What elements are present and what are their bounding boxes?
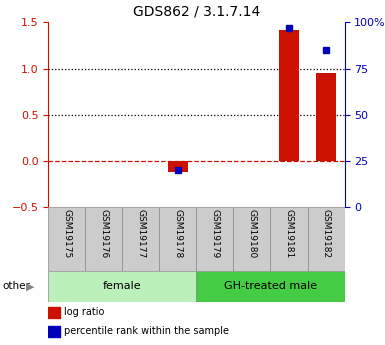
Text: GSM19179: GSM19179 [210, 209, 219, 258]
Bar [279, 30, 299, 161]
Text: GSM19175: GSM19175 [62, 209, 71, 258]
Bar [48, 207, 85, 271]
Text: GSM19178: GSM19178 [173, 209, 182, 258]
Bar [308, 207, 345, 271]
Bar [196, 271, 345, 302]
Bar [48, 326, 60, 337]
Text: ▶: ▶ [26, 282, 35, 291]
Text: other: other [2, 282, 30, 291]
Text: percentile rank within the sample: percentile rank within the sample [64, 326, 229, 336]
Text: GSM19176: GSM19176 [99, 209, 108, 258]
Text: log ratio: log ratio [64, 307, 105, 317]
Text: GSM19181: GSM19181 [285, 209, 293, 258]
Bar [316, 73, 336, 161]
Bar [48, 271, 196, 302]
Text: GSM19177: GSM19177 [136, 209, 145, 258]
Text: GSM19182: GSM19182 [321, 209, 331, 258]
Text: GSM19180: GSM19180 [248, 209, 256, 258]
Bar [122, 207, 159, 271]
Bar [196, 207, 233, 271]
Title: GDS862 / 3.1.7.14: GDS862 / 3.1.7.14 [133, 4, 260, 19]
Text: GH-treated male: GH-treated male [224, 282, 317, 291]
Text: female: female [103, 282, 142, 291]
Bar [48, 307, 60, 318]
Bar [233, 207, 270, 271]
Bar [167, 161, 188, 172]
Bar [85, 207, 122, 271]
Bar [159, 207, 196, 271]
Bar [270, 207, 308, 271]
